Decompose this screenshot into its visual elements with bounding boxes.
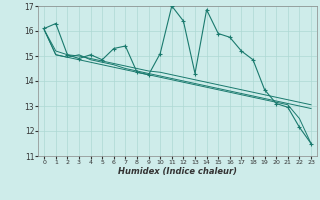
X-axis label: Humidex (Indice chaleur): Humidex (Indice chaleur) [118,167,237,176]
